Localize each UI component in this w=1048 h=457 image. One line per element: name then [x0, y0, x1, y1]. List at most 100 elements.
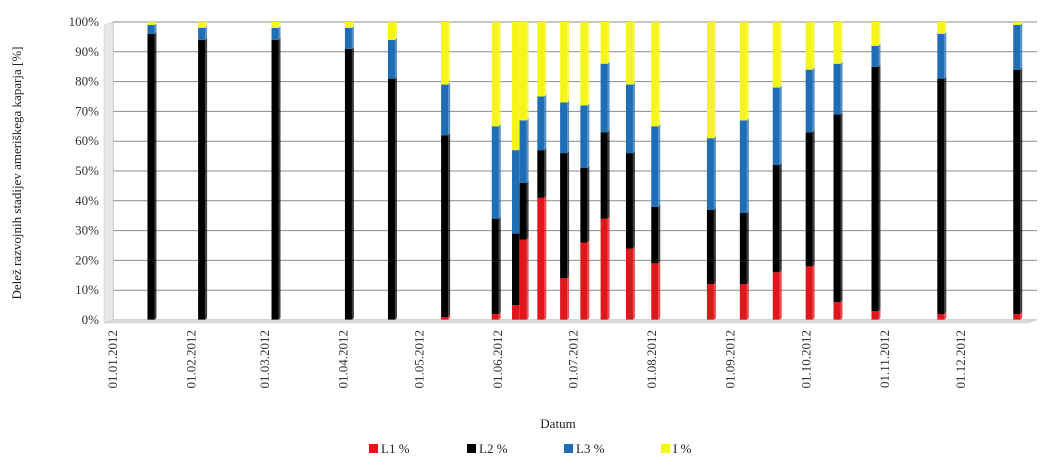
bar-segment-side-l2 — [1020, 67, 1023, 315]
bar-segment-side-l3 — [498, 124, 501, 219]
stacked-bar — [198, 20, 208, 320]
bar-segment-side-l1 — [840, 300, 843, 320]
gridlines — [113, 21, 1037, 291]
bar-segment-side-l2 — [840, 112, 843, 303]
bar-segment-side-l1 — [779, 270, 782, 320]
bar-segment-side-l2 — [746, 210, 749, 285]
legend-item-l2: L2 % — [467, 441, 508, 456]
legend-item-l1: L1 % — [369, 441, 410, 456]
bar-segment-side-i — [658, 20, 661, 127]
bar-segment-l1 — [706, 284, 714, 320]
bar-segment-side-l1 — [812, 264, 815, 320]
bar-segment-l1 — [560, 278, 568, 320]
bar-segment-side-l3 — [713, 136, 716, 210]
y-tick-label: 60% — [75, 133, 99, 148]
bar-segment-side-l3 — [394, 37, 397, 79]
stacked-bar — [271, 20, 281, 320]
bar-segment-side-i — [448, 20, 451, 85]
bar-segment-side-l2 — [394, 76, 397, 321]
bar-segment-i — [600, 22, 608, 64]
bar-segment-l3 — [625, 84, 633, 154]
bar-segment-side-l2 — [812, 130, 815, 267]
bar-segment-i — [1013, 22, 1021, 25]
bar-segment-side-l2 — [587, 166, 590, 243]
stacked-bar — [805, 20, 815, 320]
bar-segment-i — [580, 22, 588, 106]
bar-segment-side-i — [713, 20, 716, 139]
bar-segment-i — [387, 22, 395, 40]
bar-segment-i — [491, 22, 499, 127]
bar-segment-side-l3 — [632, 82, 635, 154]
bar-segment-i — [147, 22, 155, 25]
bar-segment-side-l2 — [498, 216, 501, 315]
bar-segment-i — [833, 22, 841, 64]
bar-segment-i — [198, 22, 206, 28]
bar-segment-i — [512, 22, 520, 151]
y-tick-label: 40% — [75, 193, 99, 208]
bar-segment-side-l2 — [779, 163, 782, 273]
y-tick-label: 80% — [75, 74, 99, 89]
legend-swatch — [467, 444, 476, 453]
bar-segment-l1 — [580, 242, 588, 320]
bar-segment-side-l3 — [278, 25, 281, 40]
bar-segment-side-l2 — [205, 37, 208, 320]
bar-segment-l2 — [625, 153, 633, 249]
stacked-bar — [580, 20, 590, 320]
bar-segment-side-l3 — [526, 118, 529, 183]
bar-segment-i — [271, 22, 279, 28]
bar-segment-l1 — [600, 218, 608, 320]
bar-segment-side-l1 — [544, 195, 547, 320]
y-tick-label: 10% — [75, 282, 99, 297]
x-tick-label: 01.02.2012 — [183, 330, 198, 389]
bar-segment-side-l1 — [498, 312, 501, 320]
y-tick-label: 50% — [75, 163, 99, 178]
bar-segment-side-l1 — [944, 312, 947, 320]
stacked-bar — [441, 20, 451, 320]
bar-segment-l2 — [441, 135, 449, 318]
bar-segment-l3 — [441, 84, 449, 136]
bar-segment-side-l1 — [1020, 312, 1023, 320]
bar-segment-l3 — [560, 102, 568, 154]
bar-segment-i — [441, 22, 449, 85]
bar-segment-side-l3 — [878, 43, 881, 67]
x-tick-labels: 01.01.2012 01.02.2012 01.03.2012 01.04.2012… — [105, 330, 968, 389]
legend-swatch — [369, 444, 378, 453]
bar-segment-side-l1 — [587, 240, 590, 320]
bar-segment-l2 — [387, 78, 395, 321]
bar-segment-side-l3 — [205, 25, 208, 40]
bar-segment-side-l1 — [632, 246, 635, 320]
bar-segment-l1 — [491, 314, 499, 320]
bar-segment-l3 — [387, 39, 395, 79]
bar-segment-i — [651, 22, 659, 127]
bar-segment-side-l2 — [567, 151, 570, 279]
bar-segment-side-i — [278, 20, 281, 28]
bar-segment-l1 — [1013, 314, 1021, 320]
bar-segment-l3 — [706, 138, 714, 210]
bar-segment-l1 — [651, 263, 659, 320]
bar-segment-side-l2 — [278, 37, 281, 320]
bar-segment-side-l2 — [448, 133, 451, 318]
bar-segment-side-i — [878, 20, 881, 46]
bar-segment-l3 — [805, 69, 813, 133]
chart-floor — [103, 319, 1038, 324]
bar-segment-l3 — [937, 33, 945, 79]
bar-segment-side-l2 — [878, 64, 881, 312]
bar-segment-l2 — [739, 212, 747, 285]
x-tick-label: 01.05.2012 — [411, 330, 426, 389]
x-tick-label: 01.12.2012 — [953, 330, 968, 389]
bar-segment-side-i — [944, 20, 947, 34]
bar-segment-side-i — [746, 20, 749, 121]
bar-segment-i — [560, 22, 568, 103]
bar-segment-l3 — [580, 105, 588, 169]
bar-segment-l3 — [739, 120, 747, 213]
bar-segment-side-l1 — [658, 261, 661, 320]
bar-segment-l3 — [1013, 24, 1021, 70]
stacked-bar — [739, 20, 749, 320]
x-tick-label: 01.08.2012 — [644, 330, 659, 389]
bar-segment-l2 — [271, 39, 279, 320]
bar-segment-l3 — [600, 63, 608, 133]
y-tick-label: 90% — [75, 44, 99, 59]
bar-segment-side-l1 — [526, 237, 529, 320]
legend-label: L3 % — [576, 441, 605, 456]
bar-segment-l3 — [147, 24, 155, 34]
